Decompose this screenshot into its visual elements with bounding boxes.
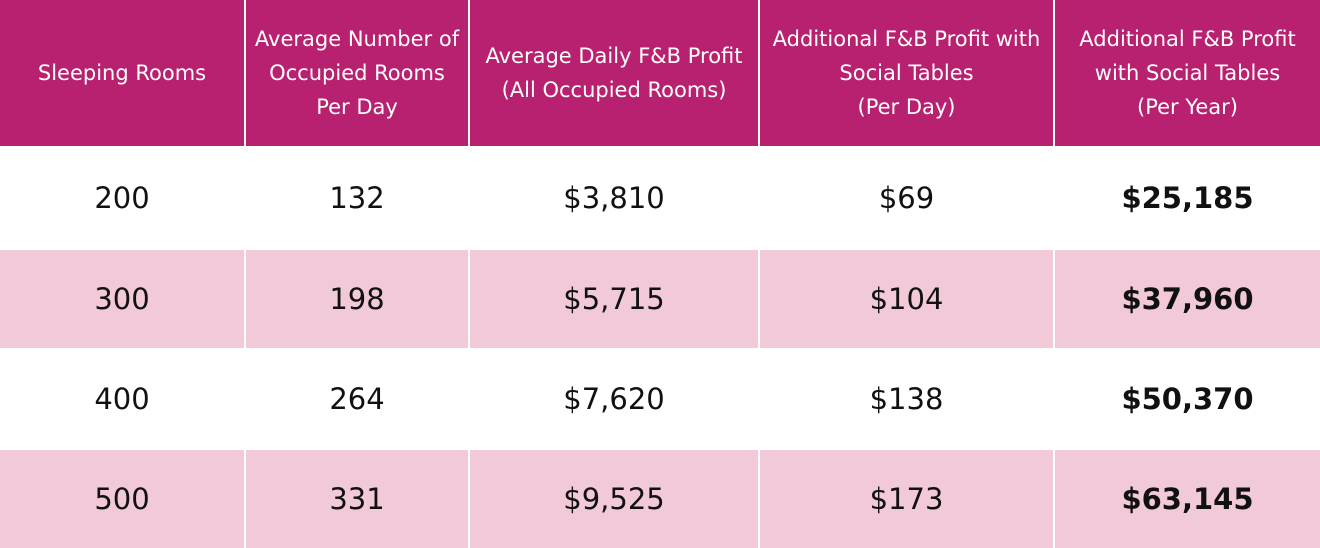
data-cell: $7,620 bbox=[470, 350, 758, 448]
data-cell: 198 bbox=[246, 250, 468, 348]
data-cell: 264 bbox=[246, 350, 468, 448]
data-cell: 300 bbox=[0, 250, 244, 348]
header-cell: Average Number of Occupied Rooms Per Day bbox=[246, 0, 468, 146]
total-cell: $25,185 bbox=[1055, 148, 1320, 248]
data-cell: $9,525 bbox=[470, 450, 758, 548]
data-cell: 331 bbox=[246, 450, 468, 548]
data-cell: 200 bbox=[0, 148, 244, 248]
data-cell: 400 bbox=[0, 350, 244, 448]
header-cell: Additional F&B Profit with Social Tables… bbox=[760, 0, 1053, 146]
data-cell: $104 bbox=[760, 250, 1053, 348]
data-cell: $173 bbox=[760, 450, 1053, 548]
total-cell: $50,370 bbox=[1055, 350, 1320, 448]
data-cell: $3,810 bbox=[470, 148, 758, 248]
data-cell: 500 bbox=[0, 450, 244, 548]
total-cell: $63,145 bbox=[1055, 450, 1320, 548]
header-cell: Average Daily F&B Profit (All Occupied R… bbox=[470, 0, 758, 146]
data-cell: $138 bbox=[760, 350, 1053, 448]
total-cell: $37,960 bbox=[1055, 250, 1320, 348]
data-cell: $69 bbox=[760, 148, 1053, 248]
header-cell: Sleeping Rooms bbox=[0, 0, 244, 146]
data-cell: 132 bbox=[246, 148, 468, 248]
data-cell: $5,715 bbox=[470, 250, 758, 348]
header-cell: Additional F&B Profit with Social Tables… bbox=[1055, 0, 1320, 146]
